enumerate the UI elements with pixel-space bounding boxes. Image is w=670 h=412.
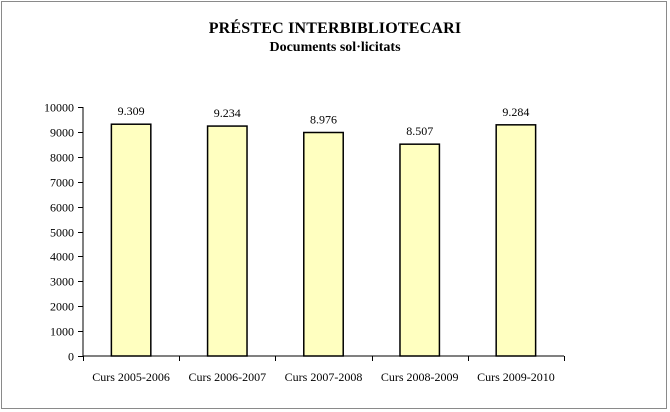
data-label: 8.976 (310, 112, 337, 126)
x-tick-label: Curs 2009-2010 (477, 370, 555, 384)
data-label: 9.284 (502, 105, 529, 119)
y-tick-label: 4000 (50, 250, 74, 264)
x-tick-label: Curs 2006-2007 (188, 370, 266, 384)
bar (303, 131, 344, 357)
bar (495, 124, 537, 357)
y-tick-label: 10000 (44, 101, 74, 115)
data-label: 9.309 (118, 104, 145, 118)
y-tick-label: 8000 (50, 151, 74, 165)
bar (110, 123, 152, 357)
bar (399, 143, 441, 357)
y-tick-label: 9000 (50, 126, 74, 140)
chart-subtitle: Documents sol·licitats (269, 40, 401, 55)
x-tick-label: Curs 2008-2009 (381, 370, 459, 384)
y-tick-label: 3000 (50, 275, 74, 289)
y-tick-label: 2000 (50, 300, 74, 314)
x-tick-label: Curs 2007-2008 (285, 370, 363, 384)
y-tick-label: 6000 (50, 201, 74, 215)
y-tick-label: 5000 (50, 226, 74, 240)
data-label: 9.234 (214, 106, 241, 120)
data-label: 8.507 (406, 124, 433, 138)
y-tick-label: 7000 (50, 176, 74, 190)
y-tick-label: 1000 (50, 325, 74, 339)
bar (206, 125, 248, 357)
x-tick-label: Curs 2005-2006 (92, 370, 170, 384)
y-tick-label: 0 (68, 350, 74, 364)
chart-title: PRÉSTEC INTERBIBLIOTECARI (208, 20, 462, 37)
